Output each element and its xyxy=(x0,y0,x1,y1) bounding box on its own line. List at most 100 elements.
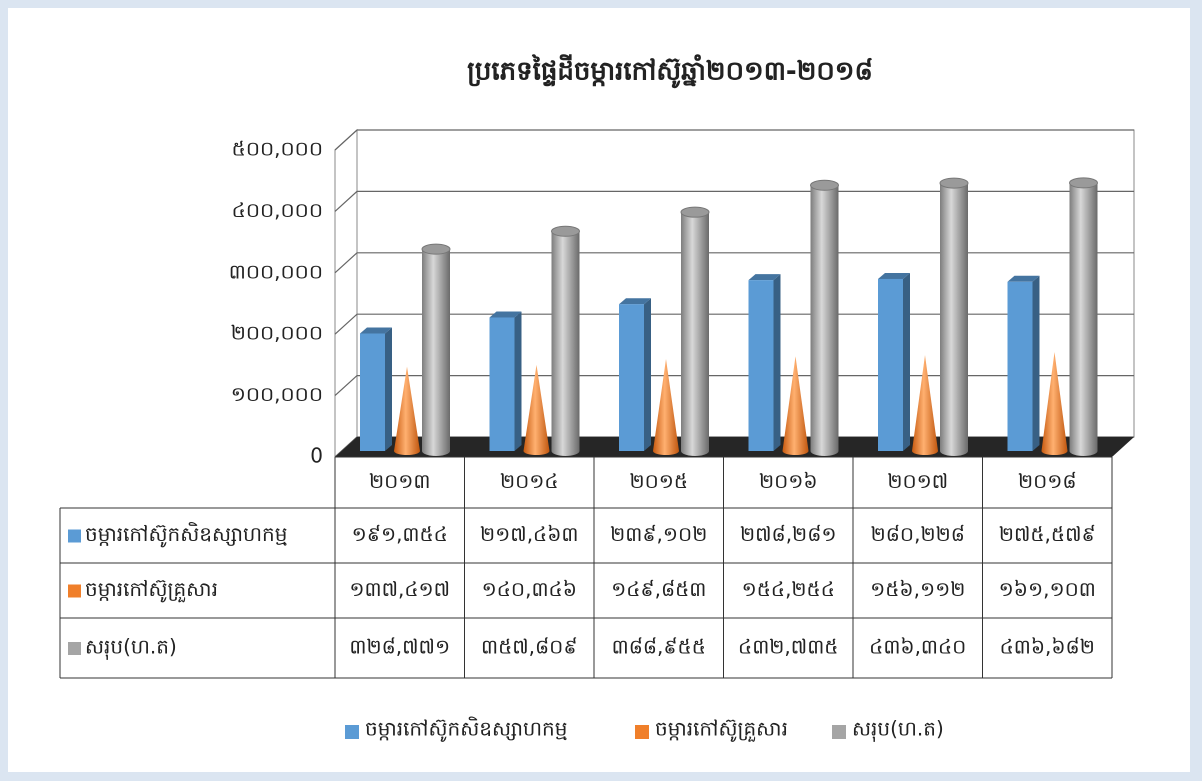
y-tick-label: ២០០,០០០ xyxy=(231,321,323,345)
bar xyxy=(878,272,910,451)
cylinder-body xyxy=(422,249,450,456)
table-cell: ៤៣៦,៣៤០ xyxy=(869,635,966,659)
bar xyxy=(360,327,392,451)
legend-label: ចម្ការកៅស៊ូគ្រួសារ xyxy=(655,717,788,743)
bar-face xyxy=(489,317,515,451)
cone-face xyxy=(1041,352,1068,455)
bar-face xyxy=(619,304,644,451)
bar xyxy=(748,274,781,451)
cylinder-body xyxy=(681,212,709,456)
table-cell: ២៣៩,១០២ xyxy=(610,522,707,546)
bar-face xyxy=(748,274,781,281)
table-cell: ៣៥៧,៨០៩ xyxy=(481,635,578,659)
cone xyxy=(523,364,550,455)
table-cell: ១៤៩,៨៥៣ xyxy=(611,577,706,601)
cylinder xyxy=(421,243,451,456)
x-tick-label: ២០១៣ xyxy=(369,469,431,493)
legend-swatch xyxy=(635,725,649,739)
cylinder-top xyxy=(421,243,451,255)
bar-face xyxy=(514,311,522,451)
bar-face xyxy=(360,333,385,451)
side-wall xyxy=(334,128,358,459)
table-cell: ២៧៥,៥៧៩ xyxy=(999,522,1096,546)
grid-line xyxy=(334,252,1134,274)
table-cell: ១៥៦,១១២ xyxy=(870,577,965,601)
cylinder-top xyxy=(1069,177,1098,189)
cone-face xyxy=(782,356,809,455)
x-tick-label: ២០១៨ xyxy=(1018,469,1077,493)
bar-face xyxy=(385,327,392,451)
bar-face xyxy=(878,278,903,451)
x-tick-label: ២០១៤ xyxy=(500,469,559,493)
bar-face xyxy=(1032,275,1040,451)
bar xyxy=(1007,275,1040,451)
x-tick-label: ២០១៧ xyxy=(887,469,948,493)
cone xyxy=(653,358,679,455)
table-cell: ៤៣២,៧៣៥ xyxy=(738,635,838,659)
cone xyxy=(1041,352,1068,455)
cone-face xyxy=(523,364,550,455)
table-row-label: ចម្ការកៅស៊ូគ្រួសារ xyxy=(85,577,218,603)
table-cell: ៣៨៨,៩៥៥ xyxy=(612,635,706,659)
cylinder xyxy=(1069,177,1098,457)
table-cell: ១៤០,៣៤៦ xyxy=(482,577,577,601)
table-cell: ១៥៤,២៥៤ xyxy=(742,577,835,601)
cylinder-body xyxy=(1069,182,1098,457)
bar-face xyxy=(489,311,522,318)
cylinder-body xyxy=(551,231,580,457)
table-cell: ២១៧,៤៦៣ xyxy=(480,522,578,546)
table-cell: ១៣៧,៤១៧ xyxy=(349,577,450,601)
grid-line xyxy=(334,190,1134,212)
cone-face xyxy=(653,358,679,455)
table-key xyxy=(68,529,81,543)
cone-face xyxy=(394,366,420,455)
legend-label: ចម្ការកៅស៊ូកសិឧស្សាហកម្ម xyxy=(365,716,567,743)
legend-label: សរុប(ហ.ត) xyxy=(852,717,944,743)
table-key xyxy=(68,584,81,598)
table-row-label: ចម្ការកៅស៊ូកសិឧស្សាហកម្ម xyxy=(85,521,287,548)
table-cell: ៣២៨,៧៧១ xyxy=(349,635,450,659)
bar-face xyxy=(903,272,910,451)
cylinder xyxy=(551,225,580,457)
cylinder xyxy=(939,177,969,457)
bar-face xyxy=(1007,275,1040,282)
bar-face xyxy=(644,298,651,451)
table-cell: ២៨០,២២៨ xyxy=(871,522,965,546)
table-cell: ១៦១,១០៣ xyxy=(999,577,1096,601)
bar-face xyxy=(748,280,774,451)
y-tick-label: ៤០០,០០០ xyxy=(232,198,323,222)
bar-face xyxy=(878,272,910,279)
cylinder-top xyxy=(939,177,969,189)
table-cell: ៤៣៦,៦៨២ xyxy=(1000,635,1095,659)
x-tick-label: ២០១៥ xyxy=(629,469,688,493)
cylinder-top xyxy=(810,179,839,191)
bar-face xyxy=(619,298,651,305)
cylinder xyxy=(810,179,839,457)
cylinder-top xyxy=(551,225,580,237)
y-tick-label: 0 xyxy=(310,444,323,468)
table-row-label: សរុប(ហ.ត) xyxy=(85,635,177,661)
y-tick-label: ១០០,០០០ xyxy=(231,382,323,406)
legend-swatch xyxy=(345,725,359,739)
table-cell: ២៧៨,២៨១ xyxy=(740,522,837,546)
cone xyxy=(782,356,809,455)
y-tick-label: ៥០០,០០០ xyxy=(232,137,323,161)
bar xyxy=(489,311,522,451)
cylinder-body xyxy=(810,185,839,457)
bar-face xyxy=(360,327,392,334)
table-key xyxy=(68,642,81,655)
x-tick-label: ២០១៦ xyxy=(759,469,818,493)
table-cell: ១៩១,៣៥៤ xyxy=(352,522,448,546)
cone xyxy=(394,366,420,455)
cylinder xyxy=(680,206,710,456)
y-tick-label: ៣០០,០០០ xyxy=(229,259,323,283)
grid-line xyxy=(334,313,1134,335)
legend-swatch xyxy=(832,725,846,739)
bar xyxy=(619,298,651,451)
bar-face xyxy=(773,274,781,451)
cylinder-body xyxy=(940,183,968,457)
grid-line xyxy=(334,375,1134,397)
grid-line xyxy=(334,129,1134,151)
